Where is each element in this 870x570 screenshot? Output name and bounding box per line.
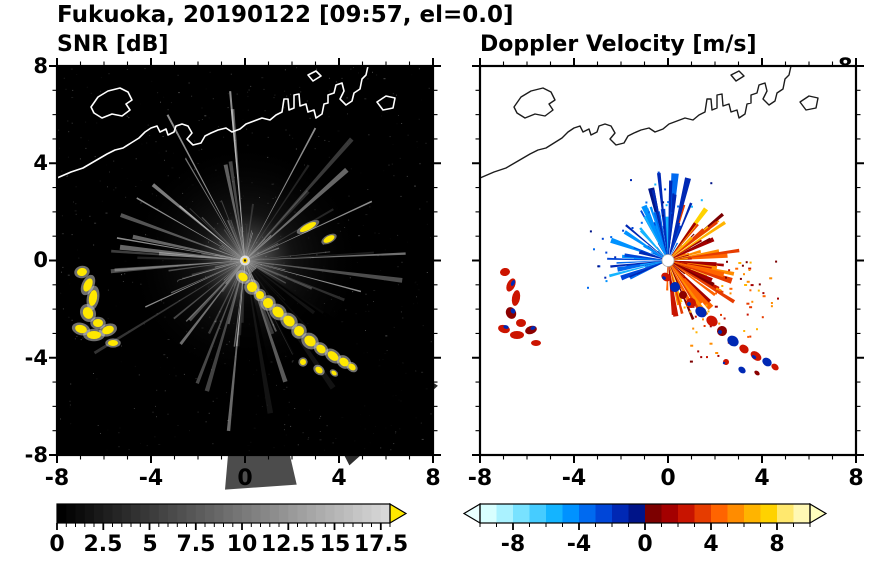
- negative-velocity-fan: [607, 172, 693, 281]
- colorbar-tick-label: 0: [49, 532, 65, 557]
- blockage-shadow: [225, 274, 297, 490]
- colorbar-tick-label: -8: [500, 532, 526, 557]
- x-tick-label: 4: [754, 466, 770, 491]
- x-tick-label: 8: [848, 466, 864, 491]
- x-tick-label: -8: [44, 466, 70, 491]
- underflow-arrow: [462, 502, 481, 525]
- colorbar-tick-label: 2.5: [83, 532, 123, 557]
- y-tick-label: 0: [33, 248, 48, 272]
- colorbar-tick-label: 12.5: [260, 532, 316, 557]
- positive-velocity-fan: [666, 204, 740, 320]
- colorbar-tick-label: 4: [703, 532, 719, 557]
- x-tick-label: 0: [660, 466, 676, 491]
- snr-panel-title: SNR [dB]: [57, 32, 169, 57]
- colorbar-tick-label: 5: [142, 532, 158, 557]
- x-tick-label: -8: [467, 466, 493, 491]
- colorbar-tick-label: 8: [769, 532, 785, 557]
- figure-title: Fukuoka, 20190122 [09:57, el=0.0]: [57, 2, 514, 28]
- doppler-panel-title: Doppler Velocity [m/s]: [480, 32, 757, 57]
- snr-ppi-map: [49, 58, 441, 490]
- colorbar-tick-label: 7.5: [176, 532, 216, 557]
- snr-colorbar: [56, 502, 408, 530]
- y-tick-label: 4: [33, 151, 48, 175]
- x-tick-label: -4: [138, 466, 164, 491]
- y-tick-label: -8: [24, 443, 48, 467]
- ship-echoes: [498, 267, 779, 376]
- colorbar-tick-label: 15: [319, 532, 351, 557]
- radar-origin: [661, 254, 675, 267]
- colorbar-tick-label: 10: [226, 532, 258, 557]
- colorbar-tick-label: 0: [637, 532, 653, 557]
- doppler-ppi-map: [472, 58, 864, 463]
- y-tick-label: -4: [24, 346, 48, 370]
- colorbar-tick-label: -4: [566, 532, 592, 557]
- x-tick-label: -4: [561, 466, 587, 491]
- overflow-arrow: [809, 502, 828, 525]
- x-tick-label: 8: [425, 466, 441, 491]
- x-tick-label: 4: [331, 466, 347, 491]
- doppler-colorbar: [462, 502, 828, 530]
- y-tick-label: 8: [33, 54, 48, 78]
- colorbar-tick-label: 17.5: [353, 532, 409, 557]
- overflow-arrow: [389, 502, 408, 525]
- strong-echoes: [71, 220, 358, 377]
